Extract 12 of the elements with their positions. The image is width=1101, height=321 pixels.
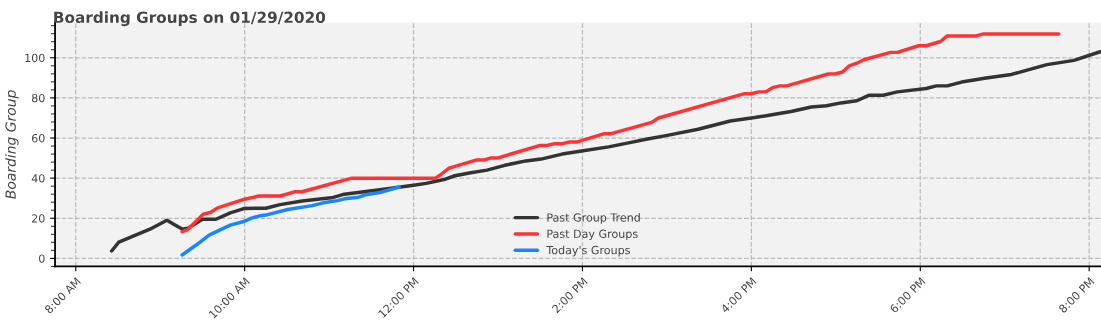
y-tick-label: 0 xyxy=(38,254,45,263)
y-tick-label: 20 xyxy=(32,214,45,223)
y-tick-label: 60 xyxy=(31,134,45,143)
legend-label: Past Group Trend xyxy=(547,213,640,224)
y-tick-label: 40 xyxy=(31,174,45,183)
legend-label: Past Day Groups xyxy=(547,229,638,241)
chart-title: Boarding Groups on 01/29/2020 xyxy=(54,11,326,27)
y-axis-title: Boarding Group xyxy=(5,90,19,199)
y-tick-label: 80 xyxy=(31,93,45,103)
line-series xyxy=(180,185,401,257)
y-tick-label: 100 xyxy=(25,53,45,63)
legend-label: Today's Groups xyxy=(546,245,630,257)
